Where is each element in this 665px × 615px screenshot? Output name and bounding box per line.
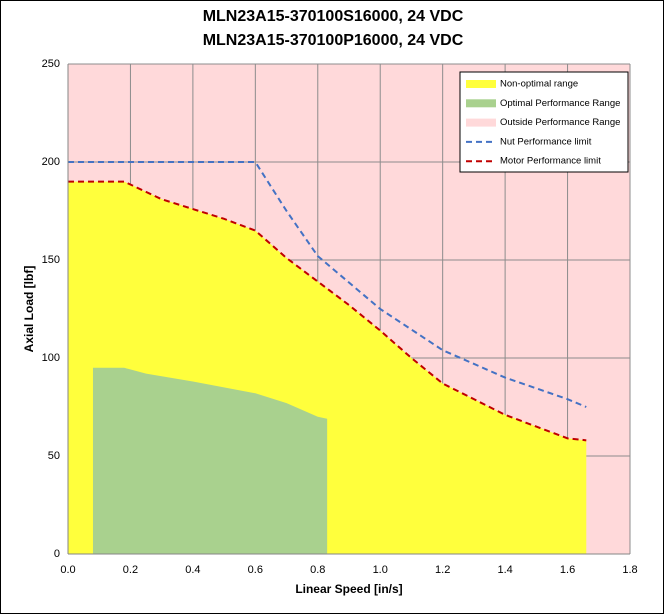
legend-label: Optimal Performance Range: [500, 98, 620, 109]
x-tick-label: 1.8: [622, 564, 637, 576]
x-axis-title: Linear Speed [in/s]: [295, 582, 402, 596]
x-tick-label: 1.0: [373, 564, 388, 576]
legend-label: Non-optimal range: [500, 79, 578, 90]
legend-label: Motor Performance limit: [500, 156, 601, 167]
legend-label: Nut Performance limit: [500, 136, 592, 147]
y-tick-label: 250: [42, 58, 60, 70]
x-tick-label: 0.4: [185, 564, 200, 576]
legend-swatch: [466, 99, 496, 108]
x-tick-label: 0.2: [123, 564, 138, 576]
y-tick-label: 200: [42, 156, 60, 168]
legend-swatch: [466, 80, 496, 88]
x-tick-label: 0.0: [60, 564, 75, 576]
legend-box: [459, 71, 629, 173]
chart-title: MLN23A15-370100P16000, 24 VDC: [203, 32, 464, 49]
legend-label: Outside Performance Range: [500, 117, 620, 128]
y-tick-label: 50: [48, 450, 60, 462]
y-tick-label: 150: [42, 254, 60, 266]
x-tick-label: 1.6: [560, 564, 575, 576]
legend-swatch: [466, 118, 496, 127]
x-tick-label: 0.8: [310, 564, 325, 576]
area: [92, 367, 328, 554]
line: [68, 161, 587, 408]
chart-title: MLN23A15-370100S16000, 24 VDC: [203, 8, 464, 25]
y-tick-label: 100: [42, 352, 60, 364]
x-tick-label: 1.2: [435, 564, 450, 576]
x-tick-label: 1.4: [497, 564, 512, 576]
y-tick-label: 0: [54, 548, 60, 560]
y-axis-title: Axial Load [lbf]: [22, 266, 36, 353]
x-tick-label: 0.6: [248, 564, 263, 576]
